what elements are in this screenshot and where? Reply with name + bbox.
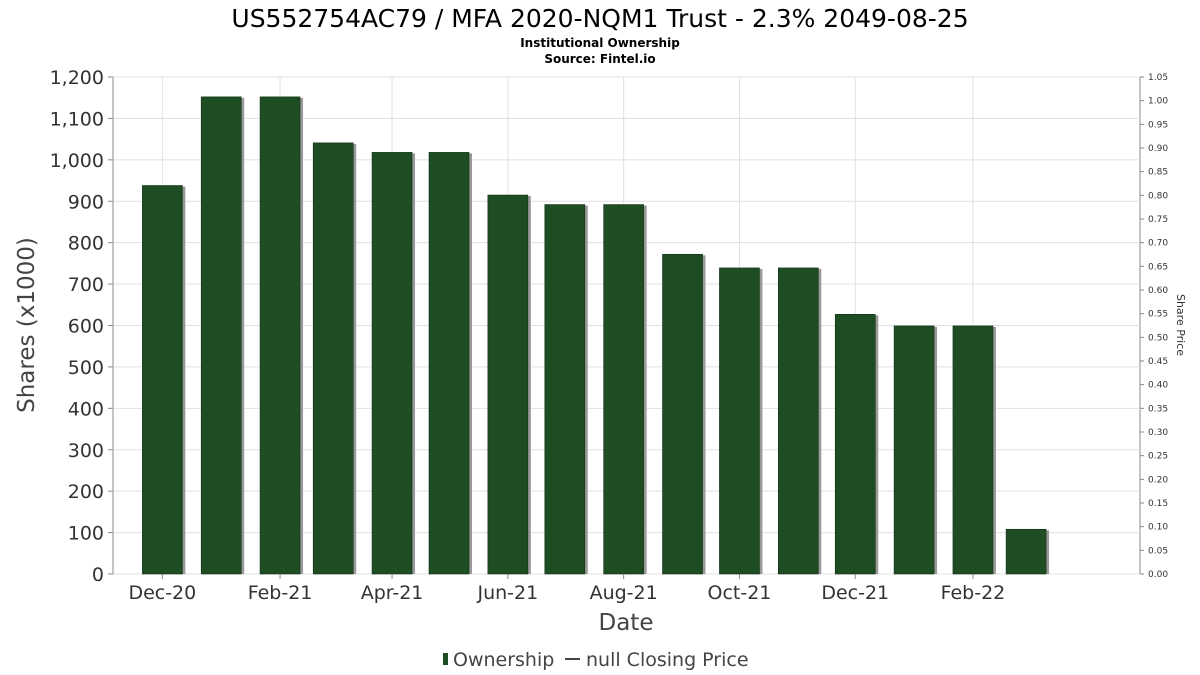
ownership-bar: [603, 204, 644, 575]
ownership-bar: [428, 152, 470, 575]
ownership-bar: [200, 96, 242, 575]
y-tick-label: 300: [68, 440, 104, 462]
ownership-bar: [544, 204, 586, 575]
x-tick-label: Feb-22: [941, 582, 1006, 604]
y-tick-label: 1,000: [50, 150, 104, 172]
legend-ownership-label: Ownership: [453, 649, 554, 671]
ownership-bar: [662, 253, 703, 575]
ownership-bar: [312, 142, 354, 575]
y2-axis-ticks: 0.00 0.05 0.10 0.15 0.20 0.25 0.30 0.35 0.40 0.45…: [1140, 73, 1168, 580]
x-tick-label: Feb-21: [248, 582, 313, 604]
y2-tick-label: 0.30: [1148, 428, 1168, 438]
y-tick-label: 400: [68, 398, 104, 420]
y2-tick-label: 0.35: [1148, 404, 1168, 414]
ownership-bar: [719, 267, 760, 575]
y2-axis-label: Share Price: [1174, 294, 1187, 356]
x-tick-label: Oct-21: [708, 582, 772, 604]
y2-tick-label: 0.95: [1148, 120, 1168, 130]
y-tick-label: 500: [68, 357, 104, 379]
ownership-bar: [834, 314, 876, 575]
chart-title: US552754AC79 / MFA 2020-NQM1 Trust - 2.3…: [231, 4, 968, 33]
y2-tick-label: 0.70: [1148, 239, 1168, 249]
y-axis-ticks: 0 100 200 300 400 500 600 700 800 900 1,000 1,100 1,…: [50, 67, 113, 586]
x-tick-label: Aug-21: [590, 582, 658, 604]
y2-tick-label: 0.85: [1148, 168, 1168, 178]
ownership-bar: [487, 194, 529, 575]
y2-tick-label: 0.90: [1148, 144, 1168, 154]
y2-tick-label: 0.50: [1148, 333, 1168, 343]
x-axis-ticks: Dec-20 Feb-21 Apr-21 Jun-21 Aug-21 Oct-21 Dec-…: [128, 574, 1005, 604]
chart-subtitle-2: Source: Fintel.io: [544, 52, 655, 66]
x-tick-label: Dec-21: [821, 582, 889, 604]
y2-tick-label: 0.75: [1148, 215, 1168, 225]
ownership-bar: [952, 325, 994, 575]
chart-subtitle-1: Institutional Ownership: [520, 36, 680, 50]
y-tick-label: 700: [68, 274, 104, 296]
ownership-bar: [259, 96, 301, 575]
y-tick-label: 100: [68, 523, 104, 545]
y2-tick-label: 1.00: [1148, 97, 1168, 107]
legend-ownership-swatch: [443, 653, 448, 665]
ownership-bar: [371, 152, 413, 575]
ownership-bar: [777, 267, 819, 575]
y2-tick-label: 0.60: [1148, 286, 1168, 296]
y2-tick-label: 0.10: [1148, 523, 1168, 533]
x-tick-label: Dec-20: [128, 582, 196, 604]
ownership-bar: [142, 185, 183, 575]
y2-tick-label: 0.55: [1148, 310, 1168, 320]
y2-tick-label: 0.05: [1148, 546, 1168, 556]
y2-tick-label: 0.65: [1148, 262, 1168, 272]
y2-tick-label: 0.45: [1148, 357, 1168, 367]
legend-price-label: null Closing Price: [586, 649, 749, 671]
y-tick-label: 1,200: [50, 67, 104, 89]
bars: [142, 96, 1050, 575]
y-tick-label: 900: [68, 191, 104, 213]
y-tick-label: 200: [68, 481, 104, 503]
y2-tick-label: 1.05: [1148, 73, 1168, 83]
x-tick-label: Jun-21: [476, 582, 538, 604]
y2-tick-label: 0.40: [1148, 381, 1168, 391]
x-tick-label: Apr-21: [361, 582, 424, 604]
y2-tick-label: 0.25: [1148, 452, 1168, 462]
y2-tick-label: 0.15: [1148, 499, 1168, 509]
y-tick-label: 800: [68, 233, 104, 255]
y-axis-label: Shares (x1000): [14, 237, 40, 413]
y-tick-label: 1,100: [50, 108, 104, 130]
ownership-bar: [1005, 528, 1047, 575]
y2-tick-label: 0.00: [1148, 570, 1168, 580]
y-tick-label: 600: [68, 316, 104, 338]
ownership-bar: [893, 325, 935, 575]
y2-tick-label: 0.80: [1148, 191, 1168, 201]
x-axis-label: Date: [599, 610, 654, 636]
legend: Ownership null Closing Price: [443, 649, 749, 671]
y-tick-label: 0: [92, 564, 104, 586]
y2-tick-label: 0.20: [1148, 475, 1168, 485]
